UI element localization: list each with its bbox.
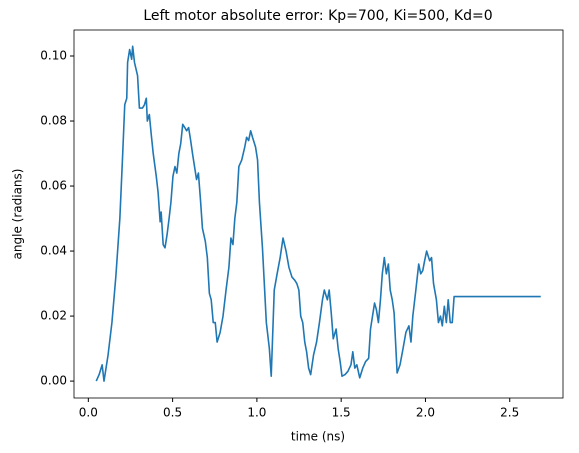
y-tick-label: 0.04 bbox=[40, 244, 67, 258]
y-tick-label: 0.08 bbox=[40, 114, 67, 128]
data-line bbox=[95, 45, 541, 382]
x-tick-label: 2.0 bbox=[416, 406, 435, 420]
x-tick-label: 2.5 bbox=[500, 406, 519, 420]
x-tick-label: 0.5 bbox=[163, 406, 182, 420]
x-tick-label: 0.0 bbox=[79, 406, 98, 420]
y-axis-label: angle (radians) bbox=[11, 169, 25, 260]
y-tick-label: 0.02 bbox=[40, 309, 67, 323]
plot-frame bbox=[73, 29, 564, 399]
x-axis-label: time (ns) bbox=[291, 430, 345, 444]
x-tick-label: 1.0 bbox=[247, 406, 266, 420]
y-tick-label: 0.06 bbox=[40, 179, 67, 193]
x-tick-label: 1.5 bbox=[332, 406, 351, 420]
chart-title: Left motor absolute error: Kp=700, Ki=50… bbox=[143, 8, 492, 24]
y-tick-label: 0.00 bbox=[40, 374, 67, 388]
y-tick-label: 0.10 bbox=[40, 49, 67, 63]
